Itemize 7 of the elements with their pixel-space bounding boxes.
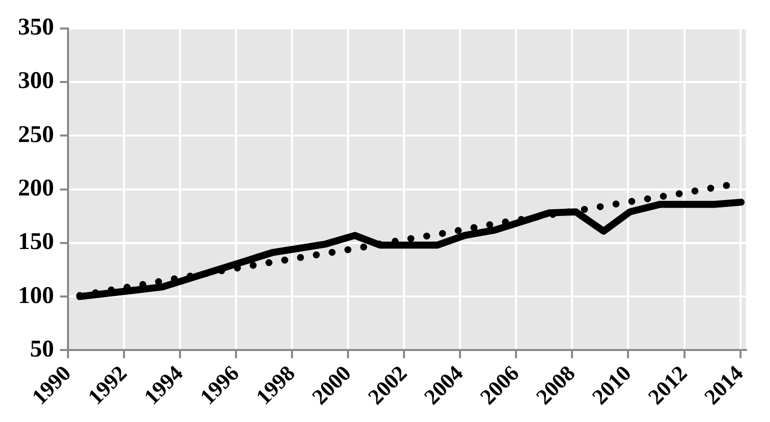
y-tick-label: 100 (18, 282, 54, 309)
y-tick-label: 150 (18, 229, 54, 256)
y-tick-label: 300 (18, 68, 54, 94)
y-tick-label: 50 (30, 336, 54, 362)
y-tick-label: 200 (18, 176, 54, 202)
y-tick-label: 350 (18, 14, 54, 41)
y-tick-label: 250 (18, 122, 54, 148)
